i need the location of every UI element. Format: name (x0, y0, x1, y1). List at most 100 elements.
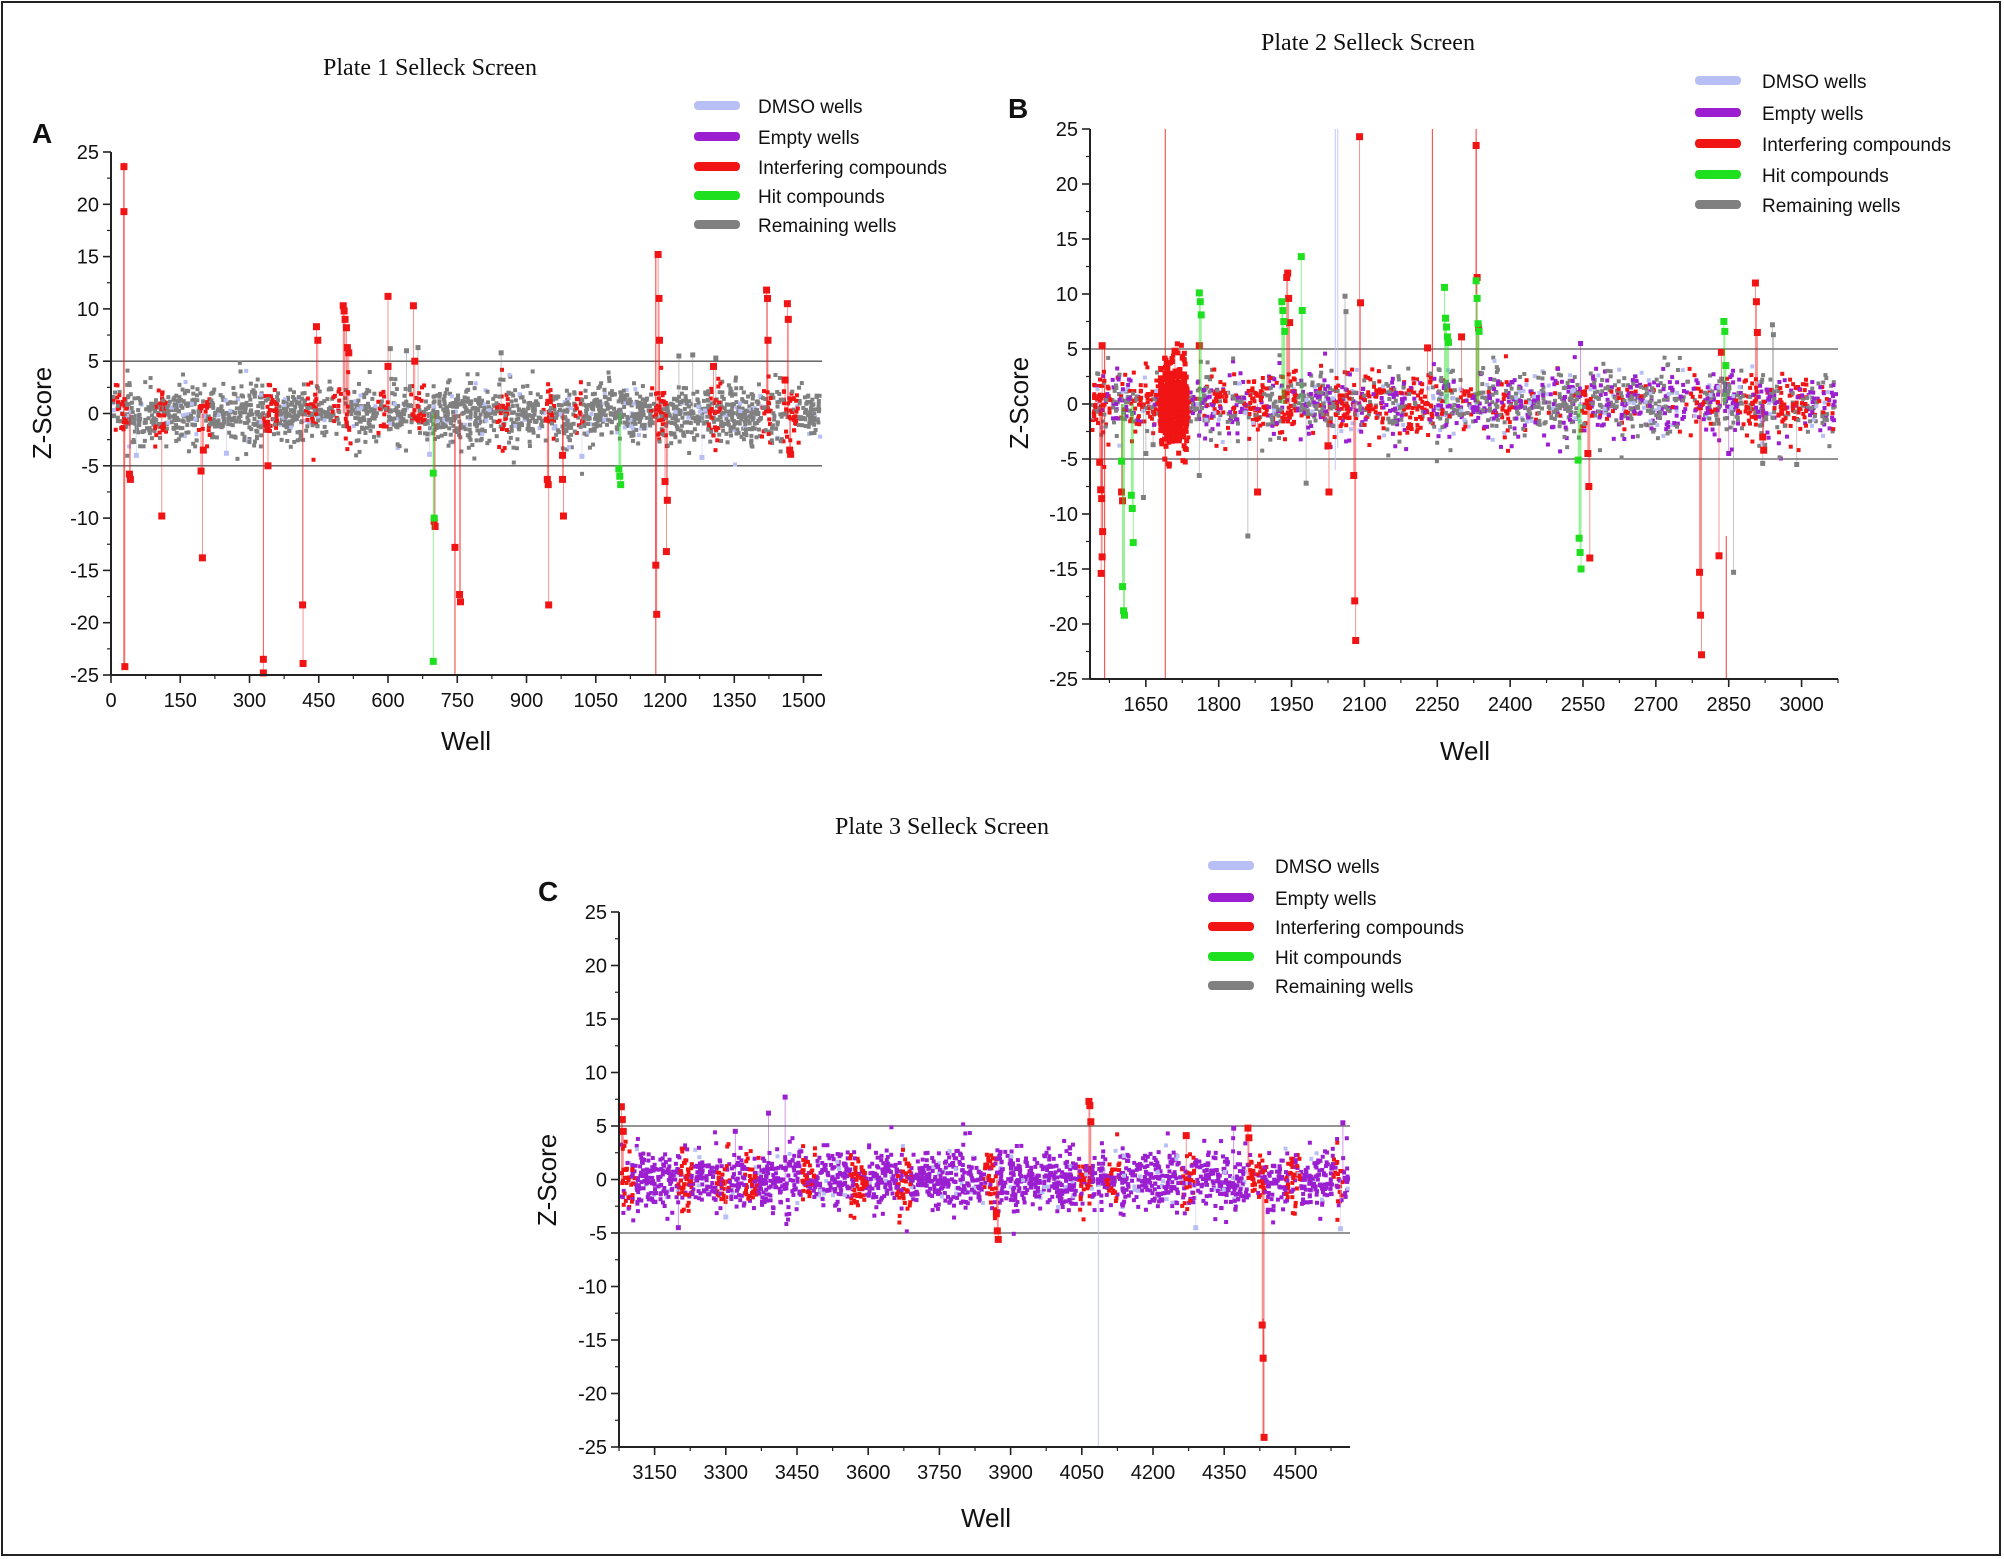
well-point (784, 429, 789, 434)
well-point (464, 409, 469, 414)
well-point (1439, 375, 1444, 380)
well-point (252, 439, 257, 444)
well-point (1775, 400, 1780, 405)
well-point (396, 403, 401, 408)
well-point (493, 411, 498, 416)
well-point (1654, 377, 1659, 382)
well-point (1614, 404, 1619, 409)
well-point (609, 419, 614, 424)
well-point (712, 419, 717, 424)
well-point (1117, 392, 1122, 397)
well-point (258, 444, 263, 449)
well-point (137, 412, 142, 417)
well-point (1746, 411, 1751, 416)
well-point (315, 424, 320, 429)
well-point (1623, 414, 1628, 419)
well-point (677, 402, 682, 407)
well-point (1244, 410, 1249, 415)
well-point (222, 420, 227, 425)
well-point (1711, 393, 1716, 398)
well-point (180, 418, 185, 423)
well-point (1367, 409, 1372, 414)
well-point (292, 396, 297, 401)
well-point (567, 392, 572, 397)
well-point (687, 404, 692, 409)
well-point (1605, 368, 1610, 373)
well-point (239, 393, 244, 398)
well-point (709, 401, 714, 406)
well-point (1524, 382, 1529, 387)
well-point (446, 443, 451, 448)
x-tick-label: 450 (302, 690, 335, 712)
well-point (1654, 413, 1659, 418)
well-point (1340, 385, 1345, 390)
well-point (1325, 384, 1330, 389)
well-point (1254, 412, 1259, 417)
well-point (467, 422, 472, 427)
well-point (719, 419, 724, 424)
well-point (423, 422, 428, 427)
well-point (132, 416, 137, 421)
well-point (408, 403, 413, 408)
well-point (687, 451, 692, 456)
well-point (1725, 395, 1730, 400)
well-point (510, 410, 515, 415)
well-point (384, 424, 389, 429)
well-point (1240, 380, 1245, 385)
well-point (1616, 387, 1621, 392)
well-point (513, 388, 518, 393)
well-point (1782, 423, 1787, 428)
well-point (716, 384, 721, 389)
well-point (1552, 382, 1557, 387)
well-point (1432, 424, 1437, 429)
well-point (1572, 375, 1577, 380)
well-point (368, 418, 373, 423)
well-point (442, 402, 447, 407)
well-point (1154, 378, 1159, 383)
well-point (1597, 415, 1602, 420)
well-point (1291, 369, 1296, 374)
well-point (1766, 435, 1771, 440)
well-point (1483, 396, 1488, 401)
well-point (237, 360, 242, 365)
well-point (1561, 400, 1566, 405)
well-point (1803, 377, 1808, 382)
well-point (1692, 373, 1697, 378)
well-point (1649, 397, 1654, 402)
well-point (604, 400, 609, 405)
well-point (268, 429, 273, 434)
y-tick-label: -10 (70, 508, 99, 530)
well-point (1495, 367, 1500, 372)
well-point (1543, 420, 1548, 425)
well-point (1698, 389, 1703, 394)
well-point (319, 413, 324, 418)
well-point (1128, 419, 1133, 424)
well-point (124, 420, 129, 425)
well-point (1405, 430, 1410, 435)
well-point (132, 440, 137, 445)
well-point (1438, 416, 1443, 421)
well-point (325, 397, 330, 402)
well-point (410, 412, 415, 417)
well-point (394, 424, 399, 429)
well-point (1323, 386, 1328, 391)
well-point (1464, 398, 1469, 403)
well-point (1630, 378, 1635, 383)
well-point (1624, 401, 1629, 406)
well-point (1409, 427, 1414, 432)
well-point (623, 401, 628, 406)
well-point (752, 426, 757, 431)
well-point (470, 442, 475, 447)
well-point (352, 389, 357, 394)
well-point (693, 417, 698, 422)
well-point (361, 415, 366, 420)
well-point (1366, 375, 1371, 380)
well-point (1272, 408, 1277, 413)
well-point (1451, 379, 1456, 384)
panel-letter-a: A (32, 118, 52, 149)
well-point (695, 414, 700, 419)
well-point (1759, 379, 1764, 384)
well-point (130, 410, 135, 415)
well-point (228, 422, 233, 427)
well-point (313, 399, 318, 404)
